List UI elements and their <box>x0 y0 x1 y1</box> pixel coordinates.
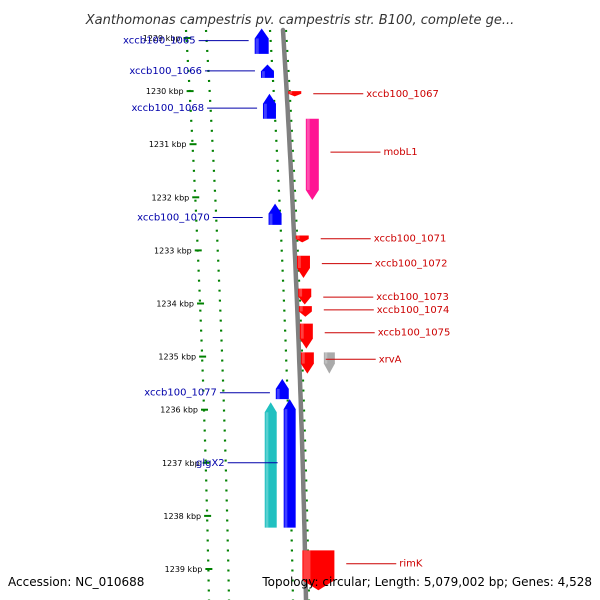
gene-label-xccb100_1070: xccb100_1070 <box>137 212 210 223</box>
feature-highlight <box>299 306 303 312</box>
glgx2-feature[interactable] <box>283 399 296 528</box>
gene-labels: xccb100_1065 xccb100_1066 xccb100_1067xccb… <box>123 36 450 570</box>
tick-marks: 1229 kbp 1230 kbp 1231 kbp 1232 kbp 1233 kbp… <box>143 34 213 574</box>
xccb100_1077-feature[interactable] <box>275 378 289 400</box>
feature-highlight <box>296 235 300 239</box>
other-12-feature[interactable] <box>323 352 335 374</box>
gene-label-xccb100_1065: xccb100_1065 <box>123 36 196 47</box>
accession-text: Accession: NC_010688 <box>8 575 144 589</box>
feature-highlight <box>324 352 328 364</box>
xccb100_1066-feature[interactable] <box>260 64 274 78</box>
feature-highlight <box>265 412 269 528</box>
feature-highlight <box>269 213 273 225</box>
gene-label-xccb100_1073: xccb100_1073 <box>376 292 449 303</box>
tick-label: 1231 kbp <box>149 140 187 149</box>
gene-label-xrva: xrvA <box>379 354 402 365</box>
tick-label: 1239 kbp <box>165 565 203 574</box>
xrva-feature[interactable] <box>300 352 314 374</box>
xccb100_1067-feature[interactable] <box>288 91 302 97</box>
gene-label-xccb100_1072: xccb100_1072 <box>375 259 448 270</box>
xccb100_1071-feature[interactable] <box>295 235 309 243</box>
feature-highlight <box>299 288 303 297</box>
feature-highlight <box>284 409 288 528</box>
tick-label: 1234 kbp <box>156 300 194 309</box>
gene-label-xccb100_1074: xccb100_1074 <box>377 305 450 316</box>
tick-label: 1238 kbp <box>163 512 201 521</box>
track-ring <box>204 29 231 600</box>
tick-label: 1232 kbp <box>152 193 190 202</box>
xccb100_1068-feature[interactable] <box>262 93 276 119</box>
feature-highlight <box>301 352 305 364</box>
xccb100_1073-feature[interactable] <box>298 288 312 305</box>
gene-features[interactable] <box>254 28 335 591</box>
gene-label-glgx2: glgX2 <box>196 458 225 469</box>
tick-label: 1233 kbp <box>154 246 192 255</box>
feature-highlight <box>276 388 280 400</box>
feature-highlight <box>255 38 259 54</box>
xccb100_1065-feature[interactable] <box>254 28 269 54</box>
feature-highlight <box>306 118 310 190</box>
gene-label-xccb100_1075: xccb100_1075 <box>378 328 451 339</box>
feature-highlight <box>297 255 301 269</box>
tick-label: 1237 kbp <box>162 459 200 468</box>
tick-label: 1236 kbp <box>160 406 198 415</box>
gene-label-xccb100_1067: xccb100_1067 <box>366 89 439 100</box>
gene-label-xccb100_1066: xccb100_1066 <box>129 66 202 77</box>
xccb100_1072-feature[interactable] <box>296 255 310 279</box>
feature-highlight <box>261 71 265 78</box>
gene-label-rimk: rimK <box>399 559 423 570</box>
sequence-backbone <box>280 27 309 600</box>
rimk-feature[interactable] <box>302 550 335 591</box>
xccb100_1074-feature[interactable] <box>298 306 312 317</box>
feature-highlight <box>303 550 311 581</box>
feature-highlight <box>300 323 304 339</box>
gene-label-xccb100_1077: xccb100_1077 <box>144 388 217 399</box>
tick-label: 1235 kbp <box>158 353 196 362</box>
rna-15-feature[interactable] <box>264 402 277 528</box>
feature-highlight <box>289 91 293 94</box>
tick-label: 1230 kbp <box>146 87 184 96</box>
gene-label-xccb100_1068: xccb100_1068 <box>131 103 204 114</box>
feature-highlight <box>263 103 267 119</box>
xccb100_1075-feature[interactable] <box>299 323 313 349</box>
tick-label: 1229 kbp <box>143 34 181 43</box>
gene-label-xccb100_1071: xccb100_1071 <box>374 234 447 245</box>
gene-label-mobl1: mobL1 <box>383 147 417 158</box>
mobl1-feature[interactable] <box>305 118 319 200</box>
xccb100_1070-feature[interactable] <box>268 203 282 225</box>
map-title: Xanthomonas campestris pv. campestris st… <box>85 13 515 28</box>
backbone-line <box>280 27 309 600</box>
topology-text: Topology: circular; Length: 5,079,002 bp… <box>261 575 592 589</box>
